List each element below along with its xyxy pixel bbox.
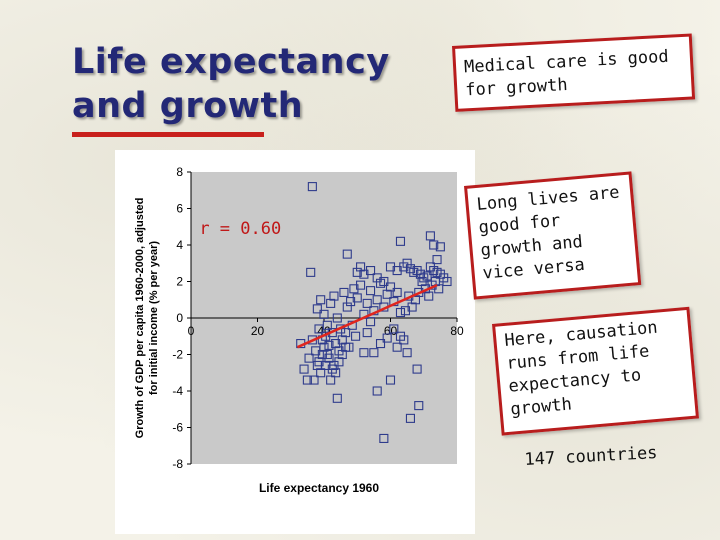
- y-tick-label: 8: [176, 165, 183, 179]
- data-point: [385, 375, 396, 385]
- data-point: [316, 368, 326, 378]
- x-tick-label: 80: [450, 324, 464, 338]
- data-point: [356, 262, 366, 272]
- data-point: [382, 333, 392, 343]
- data-point: [412, 364, 422, 374]
- y-tick-label: -2: [172, 348, 183, 362]
- data-point: [304, 353, 314, 363]
- x-axis-label: Life expectancy 1960: [259, 481, 379, 495]
- data-point: [332, 313, 342, 323]
- data-point: [432, 267, 442, 277]
- data-point: [417, 276, 427, 287]
- data-point: [366, 286, 376, 296]
- data-point: [299, 364, 309, 374]
- correlation-annotation: r = 0.60: [199, 219, 281, 239]
- data-point: [326, 375, 336, 385]
- data-point: [395, 236, 406, 246]
- data-point: [319, 342, 329, 352]
- data-point: [324, 340, 334, 350]
- data-point: [399, 335, 409, 345]
- data-point: [362, 298, 372, 308]
- data-point: [400, 306, 411, 316]
- y-tick-label: -6: [172, 421, 183, 435]
- data-point: [312, 360, 322, 370]
- data-point: [382, 289, 392, 299]
- data-point: [351, 331, 361, 341]
- data-point: [372, 295, 382, 305]
- data-point: [372, 386, 382, 396]
- note-medical-care: Medical care is good for growth: [452, 33, 696, 112]
- y-tick-label: -4: [172, 384, 183, 398]
- data-point: [329, 360, 339, 370]
- data-point: [392, 342, 402, 352]
- y-tick-label: 4: [176, 238, 183, 252]
- data-point: [375, 278, 386, 288]
- data-point: [356, 280, 366, 290]
- data-point: [366, 317, 376, 327]
- data-point: [309, 375, 319, 385]
- data-point: [314, 324, 324, 334]
- data-point: [316, 295, 326, 305]
- data-point: [362, 328, 372, 338]
- data-point: [414, 401, 424, 411]
- scatter-chart: -8 -6 -4 -2 0 2 4 6 8 0 20 40 60 80 Life expectancy 19…: [115, 150, 475, 534]
- data-point: [429, 240, 439, 250]
- data-point: [424, 291, 434, 301]
- data-point: [306, 267, 316, 277]
- data-point: [341, 328, 351, 338]
- data-point: [385, 282, 396, 292]
- data-point: [312, 304, 322, 314]
- title-underline: [72, 132, 264, 137]
- data-point: [409, 267, 419, 277]
- data-point: [369, 348, 379, 358]
- x-tick-label: 0: [188, 324, 195, 338]
- data-point: [329, 291, 339, 301]
- data-point: [339, 287, 349, 297]
- data-point: [395, 307, 406, 318]
- data-point: [302, 375, 312, 385]
- data-point: [405, 413, 416, 423]
- y-tick-label: 0: [176, 311, 183, 325]
- data-point: [341, 342, 351, 352]
- data-point: [434, 284, 444, 294]
- data-point: [442, 276, 452, 287]
- data-point: [326, 298, 336, 308]
- slide-title-line-2: and growth: [72, 86, 304, 126]
- data-point: [379, 433, 389, 444]
- data-point: [392, 287, 402, 297]
- data-point: [379, 276, 389, 287]
- x-tick-label: 20: [251, 324, 265, 338]
- trend-line: [296, 284, 438, 349]
- y-tick-label: -8: [172, 457, 183, 471]
- data-point: [375, 339, 386, 349]
- data-point: [331, 368, 341, 378]
- y-tick-label: 2: [176, 275, 183, 289]
- data-point: [432, 255, 442, 265]
- data-point: [319, 309, 329, 319]
- data-point: [337, 349, 347, 360]
- slide-title: Life expectancy and growth: [72, 40, 390, 128]
- data-point: [402, 348, 412, 358]
- note-long-lives: Long lives are good for growth and vice …: [464, 171, 642, 300]
- data-point: [422, 271, 432, 281]
- data-point: [435, 242, 445, 252]
- data-point: [425, 231, 435, 241]
- data-point: [366, 266, 376, 276]
- data-point: [352, 267, 362, 277]
- slide-title-line-1: Life expectancy: [72, 42, 390, 82]
- data-point: [322, 349, 332, 360]
- data-point: [402, 258, 412, 268]
- data-point: [337, 335, 347, 345]
- y-tick-label: 6: [176, 202, 183, 216]
- data-point: [342, 249, 352, 259]
- data-point: [332, 393, 342, 403]
- data-point: [307, 182, 317, 192]
- data-point: [352, 293, 362, 303]
- data-point: [342, 302, 352, 312]
- y-axis-label: Growth of GDP per capita 1960-2000, adju…: [134, 198, 160, 439]
- data-point: [389, 324, 399, 334]
- note-causation: Here, causation runs from life expectanc…: [492, 306, 700, 436]
- data-point: [359, 348, 369, 358]
